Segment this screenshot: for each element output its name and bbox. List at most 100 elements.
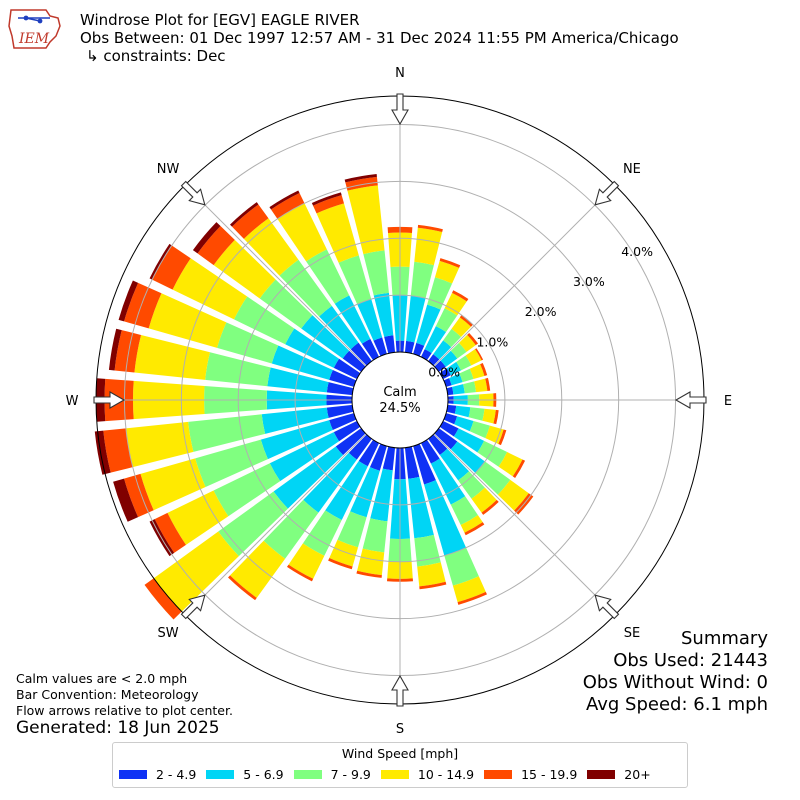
wind-bar-segment bbox=[482, 408, 496, 424]
legend-label: 5 - 6.9 bbox=[243, 767, 284, 782]
wind-bar-segment bbox=[463, 381, 477, 394]
bar-convention-note: Bar Convention: Meteorology bbox=[16, 687, 199, 702]
wind-bar-segment bbox=[273, 446, 344, 509]
calm-value: 24.5% bbox=[379, 401, 420, 416]
wind-bar-segment bbox=[269, 432, 340, 482]
wind-bar-segment bbox=[451, 317, 472, 337]
wind-bar-segment bbox=[205, 352, 271, 387]
radial-tick-label: 0.0% bbox=[428, 364, 460, 379]
wind-bar-segment bbox=[444, 292, 467, 316]
flow-arrow-sw bbox=[180, 594, 206, 620]
wind-bar-segment bbox=[124, 282, 162, 329]
wind-bar-segment bbox=[419, 581, 447, 590]
wind-bar-segment bbox=[475, 348, 484, 361]
legend-label: 20+ bbox=[624, 767, 651, 782]
wind-bar-segment bbox=[485, 377, 491, 391]
radial-tick-label: 4.0% bbox=[621, 244, 653, 259]
wind-bar-segment bbox=[319, 305, 359, 350]
wind-bar-segment bbox=[134, 334, 210, 380]
wind-bar-segment bbox=[467, 332, 479, 346]
flow-note: Flow arrows relative to plot center. bbox=[16, 703, 233, 718]
summary-obs-without-wind: Obs Without Wind: 0 bbox=[582, 672, 768, 693]
wind-bar-segment bbox=[338, 255, 372, 305]
wind-bar-segment bbox=[459, 368, 474, 383]
wind-bar-segment bbox=[149, 243, 172, 280]
wind-bar-segment bbox=[498, 452, 523, 477]
wind-bar-segment bbox=[303, 452, 357, 513]
wind-bar-segment bbox=[302, 510, 342, 556]
iem-logo: IEM bbox=[8, 9, 61, 49]
wind-bar-segment bbox=[230, 540, 286, 598]
flow-arrow-se bbox=[594, 594, 620, 620]
grid-spoke bbox=[433, 184, 616, 367]
wind-bar-segment bbox=[439, 368, 451, 380]
radial-tick-label: 2.0% bbox=[525, 304, 557, 319]
legend-item: 5 - 6.9 bbox=[206, 767, 284, 782]
legend-item: 7 - 9.9 bbox=[293, 767, 371, 782]
flow-arrow-w bbox=[93, 391, 126, 409]
flow-arrow-ne bbox=[594, 180, 620, 206]
wind-bar-segment bbox=[373, 337, 387, 357]
direction-label: SW bbox=[158, 626, 179, 641]
wind-bar-segment bbox=[114, 330, 142, 373]
wind-bar-segment bbox=[469, 364, 485, 380]
wind-bar-segment bbox=[471, 487, 497, 513]
legend-swatch bbox=[484, 770, 513, 779]
wind-bar-segment bbox=[172, 258, 248, 320]
wind-bar-segment bbox=[369, 443, 387, 471]
wind-bar-segment bbox=[329, 539, 359, 567]
wind-bar-segment bbox=[458, 471, 485, 499]
constraints: ↳ constraints: Dec bbox=[86, 47, 226, 65]
direction-label: S bbox=[396, 722, 404, 737]
wind-bar-segment bbox=[230, 202, 259, 227]
wind-bar-segment bbox=[439, 420, 459, 437]
wind-bar-segment bbox=[344, 174, 377, 183]
obs-period: Obs Between: 01 Dec 1997 12:57 AM - 31 D… bbox=[80, 29, 679, 47]
wind-bar-segment bbox=[335, 428, 366, 456]
direction-label: W bbox=[66, 394, 79, 409]
wind-bar-segment bbox=[446, 386, 454, 396]
legend-swatch bbox=[119, 770, 147, 779]
legend-swatch bbox=[587, 770, 616, 779]
legend-label: 2 - 4.9 bbox=[156, 767, 197, 782]
direction-label: NW bbox=[157, 162, 180, 177]
wind-bar-segment bbox=[213, 463, 281, 517]
wind-bar-segment bbox=[362, 518, 388, 553]
wind-bar-segment bbox=[333, 420, 361, 442]
wind-bar-segment bbox=[154, 512, 186, 553]
wind-bar-segment bbox=[286, 564, 314, 582]
wind-bar-segment bbox=[446, 404, 457, 414]
legend: Wind Speed [mph] 2 - 4.9 5 - 6.9 7 - 9.9 10… bbox=[112, 742, 688, 788]
wind-bar-segment bbox=[414, 227, 443, 266]
legend-item: 10 - 14.9 bbox=[380, 767, 474, 782]
wind-bar-segment bbox=[434, 428, 458, 450]
wind-bar-segment bbox=[464, 522, 485, 536]
summary-avg-speed: Avg Speed: 6.1 mph bbox=[586, 694, 768, 715]
wind-bar-segment bbox=[316, 203, 359, 263]
wind-bar-segment bbox=[333, 358, 361, 380]
wind-bar-segment bbox=[416, 304, 441, 346]
flow-arrow-s bbox=[391, 674, 409, 707]
direction-label: NE bbox=[623, 162, 641, 177]
wind-bar-segment bbox=[347, 185, 385, 255]
wind-bar-segment bbox=[474, 378, 488, 393]
wind-bar-segment bbox=[413, 443, 436, 485]
wind-bar-segment bbox=[192, 222, 221, 254]
legend-swatch bbox=[206, 770, 235, 779]
wind-bar-segment bbox=[456, 355, 472, 371]
wind-bar-segment bbox=[382, 446, 396, 471]
wind-bar-segment bbox=[443, 328, 462, 348]
wind-bar-segment bbox=[465, 349, 482, 366]
wind-bar-segment bbox=[430, 458, 466, 505]
wind-bar-segment bbox=[277, 203, 327, 262]
radial-tick-label: 3.0% bbox=[573, 274, 605, 289]
wind-bar-segment bbox=[243, 218, 299, 276]
wind-bar-segment bbox=[358, 439, 380, 467]
wind-bar-segment bbox=[345, 176, 378, 191]
wind-bar-segment bbox=[301, 315, 350, 359]
wind-bar-segment bbox=[144, 578, 182, 620]
wind-bar-segment bbox=[450, 496, 478, 526]
wind-bar-segment bbox=[435, 308, 458, 332]
logo-text: IEM bbox=[18, 31, 50, 47]
wind-bar-segment bbox=[498, 429, 507, 446]
